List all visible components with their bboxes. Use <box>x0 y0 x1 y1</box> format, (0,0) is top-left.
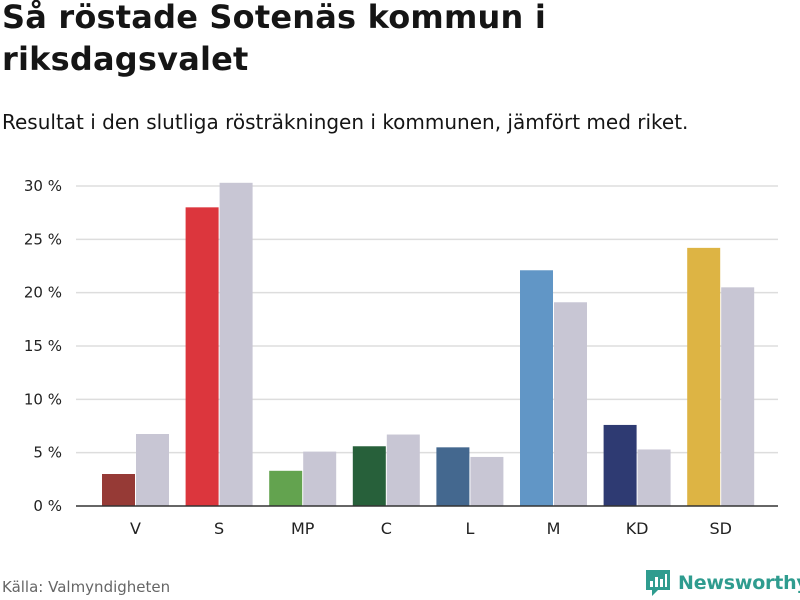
chart-title: Så röstade Sotenäs kommun i riksdagsvale… <box>2 0 546 78</box>
bar-riket-sd <box>721 287 755 506</box>
y-tick-label: 30 % <box>24 177 62 195</box>
newsworthy-logo-icon <box>646 570 670 596</box>
x-category-label: SD <box>709 519 731 538</box>
brand-name: Newsworthy <box>678 572 800 594</box>
bar-riket-mp <box>303 451 337 506</box>
y-tick-label: 5 % <box>33 444 62 462</box>
x-category-label: C <box>381 519 392 538</box>
y-tick-label: 0 % <box>33 497 62 515</box>
bars <box>102 182 755 507</box>
x-category-label: V <box>130 519 141 538</box>
bar-riket-m <box>554 302 587 506</box>
bar-sotenas-kd <box>603 424 637 506</box>
y-tick-label: 10 % <box>24 390 62 408</box>
source-note: Källa: Valmyndigheten <box>2 578 171 596</box>
x-category-label: L <box>465 519 474 538</box>
bar-sotenas-c <box>352 446 386 506</box>
y-tick-label: 25 % <box>24 230 62 248</box>
x-category-label: MP <box>291 519 315 538</box>
bar-sotenas-s <box>185 207 219 507</box>
bar-riket-c <box>386 434 420 506</box>
chart-subtitle: Resultat i den slutliga rösträkningen i … <box>2 110 689 134</box>
gridlines <box>76 185 778 454</box>
brand-logo[interactable]: Newsworthy <box>644 568 800 598</box>
x-category-label: KD <box>626 519 649 538</box>
y-tick-label: 20 % <box>24 284 62 302</box>
x-axis: V S MP C L M KD SD <box>76 505 778 538</box>
bar-chart: 0 % 5 % 10 % 15 % 20 % 25 % 30 % V S MP C L M KD SD <box>24 177 778 538</box>
bar-sotenas-v <box>102 474 135 506</box>
y-axis-ticks: 0 % 5 % 10 % 15 % 20 % 25 % 30 % <box>24 177 62 515</box>
bar-sotenas-mp <box>269 470 303 506</box>
bar-riket-v <box>136 434 169 506</box>
bar-riket-l <box>470 456 504 506</box>
x-category-label: M <box>547 519 561 538</box>
bar-sotenas-m <box>520 270 553 506</box>
bar-sotenas-l <box>436 447 470 506</box>
bar-riket-kd <box>637 449 671 506</box>
x-category-label: S <box>214 519 224 538</box>
bar-sotenas-sd <box>687 247 721 506</box>
y-tick-label: 15 % <box>24 337 62 355</box>
bar-riket-s <box>219 182 253 507</box>
